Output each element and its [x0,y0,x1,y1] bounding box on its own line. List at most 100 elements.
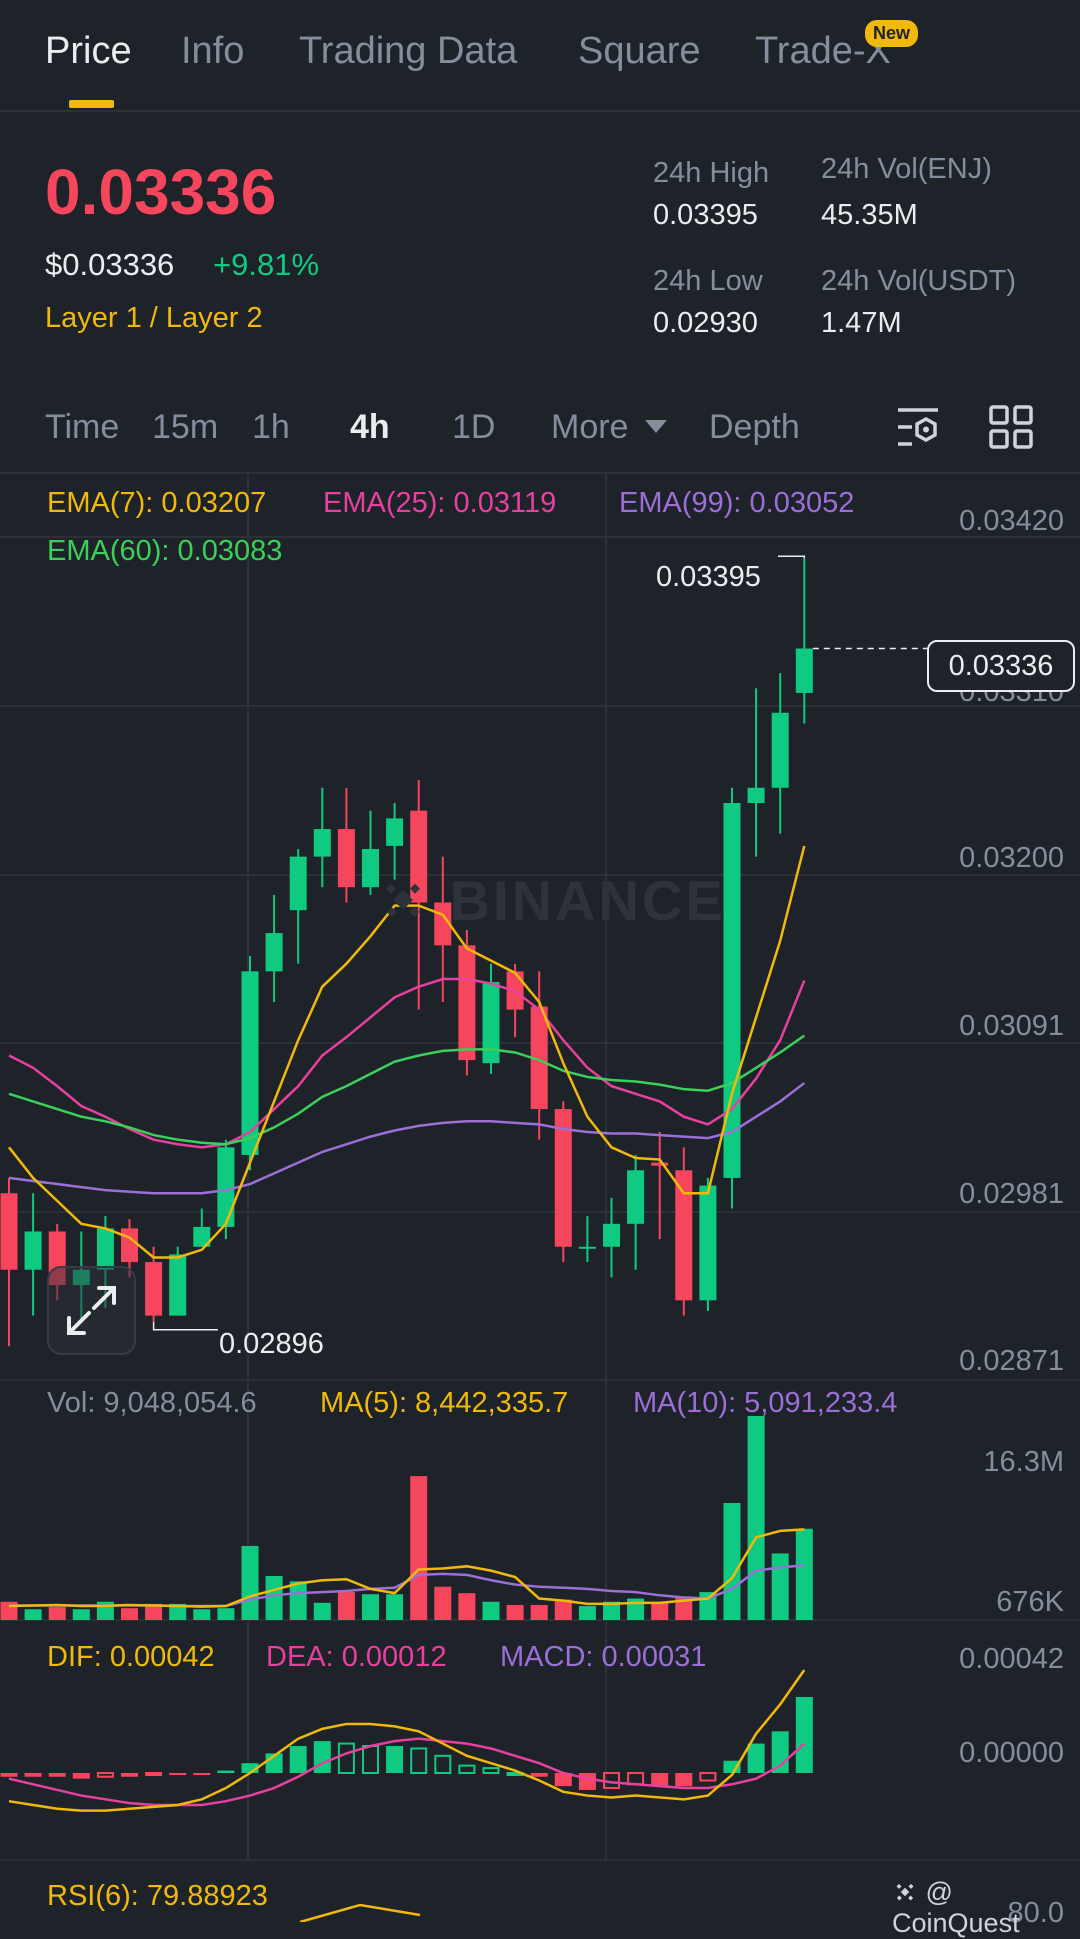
category-tag[interactable]: Layer 1 / Layer 2 [45,302,263,334]
candle-body [0,1193,18,1270]
volume-ma-lines [8,1528,805,1608]
macd-bar [651,1773,669,1787]
volume-bar [362,1594,379,1620]
volume-bar [241,1545,259,1620]
chart-grid [0,472,1080,1861]
macd-bar [386,1746,404,1773]
macd-bar [289,1746,307,1773]
high-marker-label: 0.03395 [656,561,761,593]
ema60-label: EMA(60): 0.03083 [47,535,283,567]
volume-bar [506,1604,524,1620]
tab-square[interactable]: Square [578,30,701,72]
candle-body [554,1109,572,1247]
price-markers [152,555,927,1331]
macd-bar [121,1773,138,1777]
macd-bar [627,1772,645,1786]
low-label: 24h Low [653,265,763,297]
volume-bar [434,1586,452,1620]
vol-quote-label: 24h Vol(USDT) [821,265,1017,297]
macd-bar [554,1773,572,1787]
volume-bar [530,1604,548,1620]
macd-y-tick: 0.00042 [959,1643,1064,1675]
ema99-label: EMA(99): 0.03052 [619,487,855,519]
volume-bar [651,1602,669,1620]
tab-trading-data[interactable]: Trading Data [299,30,518,72]
indicator-settings-icon[interactable] [895,404,941,450]
y-tick: 0.02871 [959,1345,1064,1377]
ema-lines [8,845,806,1259]
macd-bar [337,1742,355,1774]
low-marker-label: 0.02896 [219,1328,324,1360]
timeframe-time[interactable]: Time [45,408,120,446]
volume-bar [24,1609,42,1620]
volume-bar [410,1476,428,1620]
macd-bar [362,1745,379,1774]
volume-bar [145,1603,163,1620]
candle-body [217,1147,235,1227]
candle-body [410,810,428,903]
timeframe-depth[interactable]: Depth [709,408,800,446]
binance-watermark: BINANCE [375,868,726,933]
volume-bar [337,1592,355,1620]
chevron-down-icon [645,420,667,433]
expand-icon [67,1286,116,1335]
ema25-label: EMA(25): 0.03119 [323,487,557,519]
candle-body [169,1254,187,1316]
macd-bar [747,1743,765,1773]
volume-bar [72,1609,90,1620]
timeframe-1h[interactable]: 1h [252,408,290,446]
macd-bar [482,1767,500,1774]
expand-button[interactable] [47,1266,136,1355]
macd-bar [241,1763,259,1773]
volume-bar [121,1608,138,1620]
timeframe-4h[interactable]: 4h [350,408,390,446]
current-price-tag: 0.03336 [927,640,1075,692]
low-value: 0.02930 [653,307,758,339]
y-tick: 0.03420 [959,505,1064,537]
macd-dea-label: DEA: 0.00012 [266,1641,447,1673]
high-marker-line [778,555,806,559]
candle-body [627,1170,645,1224]
macd-bar [675,1773,693,1787]
volume-label: Vol: 9,048,054.6 [47,1387,257,1419]
ema25-line [8,977,806,1149]
candle-body [651,1162,669,1166]
timeframe-15m[interactable]: 15m [152,408,219,446]
vol-ma5-label: MA(5): 8,442,335.7 [320,1387,569,1419]
volume-bar [313,1602,331,1620]
macd-bar [24,1773,42,1777]
candle-body [145,1262,163,1316]
timeframe-more[interactable]: More [551,408,629,446]
candle-body [289,856,307,911]
tab-info[interactable]: Info [181,30,245,72]
change-percent: +9.81% [213,247,320,282]
candle-body [747,787,765,804]
candle-body [337,829,355,888]
macd-bar [0,1773,18,1777]
volume-bar [217,1608,235,1620]
usd-price: $0.03336 [45,247,175,282]
volume-bar [723,1502,741,1620]
candle-body [795,648,813,693]
macd-bar [699,1772,717,1782]
grid-layout-icon[interactable] [988,404,1034,450]
high-value: 0.03395 [653,199,758,231]
macd-y-tick: 0.00000 [959,1737,1064,1769]
macd-value-label: MACD: 0.00031 [500,1641,707,1673]
macd-dea-line [8,1737,806,1807]
candle-body [458,945,476,1061]
macd-lines [8,1669,806,1922]
vol-base-label: 24h Vol(ENJ) [821,153,992,185]
tab-price[interactable]: Price [45,30,132,72]
volume-bar [48,1607,66,1620]
timeframe-1d[interactable]: 1D [452,408,496,446]
candle-body [241,971,259,1155]
volume-bars [0,1416,813,1620]
candle-body [530,1006,548,1110]
ema99-line [8,1082,806,1195]
macd-bar [313,1741,331,1773]
active-tab-indicator [69,100,114,108]
volume-bar [289,1581,307,1620]
high-label: 24h High [653,157,770,189]
